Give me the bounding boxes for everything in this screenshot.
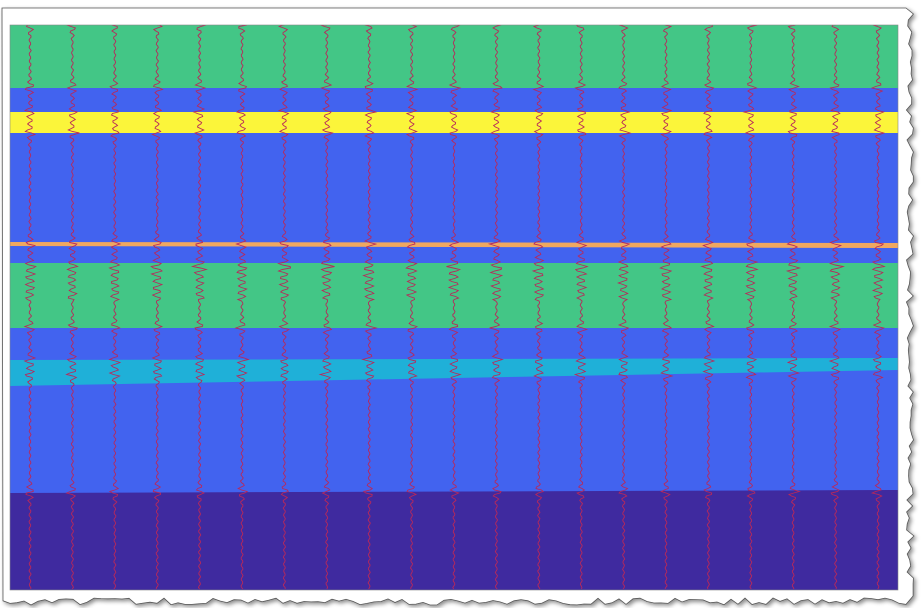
wiggle-trace xyxy=(785,25,801,590)
wiggle-trace xyxy=(870,25,886,590)
wiggle-trace xyxy=(108,25,122,590)
layer-yellow xyxy=(10,112,898,133)
wiggle-trace xyxy=(318,25,335,590)
wiggle-trace xyxy=(190,25,208,590)
wiggle-trace xyxy=(742,25,759,590)
wiggle-trace xyxy=(531,25,545,590)
wiggle-trace xyxy=(23,25,37,589)
wiggle-trace xyxy=(487,25,504,590)
traces xyxy=(23,25,886,590)
layer-green xyxy=(10,263,898,328)
wiggle-trace xyxy=(573,25,589,590)
wiggle-trace xyxy=(617,25,632,590)
wiggle-trace xyxy=(446,25,462,590)
wiggle-trace xyxy=(659,25,674,590)
layers xyxy=(10,25,898,590)
panel-border xyxy=(9,24,899,591)
wiggle-trace xyxy=(828,25,845,590)
wiggle-trace xyxy=(361,25,378,590)
layer-orange xyxy=(10,242,898,248)
wiggle-trace xyxy=(65,25,80,590)
wiggle-trace xyxy=(150,25,164,590)
wiggle-trace xyxy=(405,25,419,590)
wiggle-trace xyxy=(700,25,716,590)
wiggle-trace xyxy=(277,25,292,590)
wiggle-trace xyxy=(234,25,250,590)
layer-cyan xyxy=(10,358,898,386)
